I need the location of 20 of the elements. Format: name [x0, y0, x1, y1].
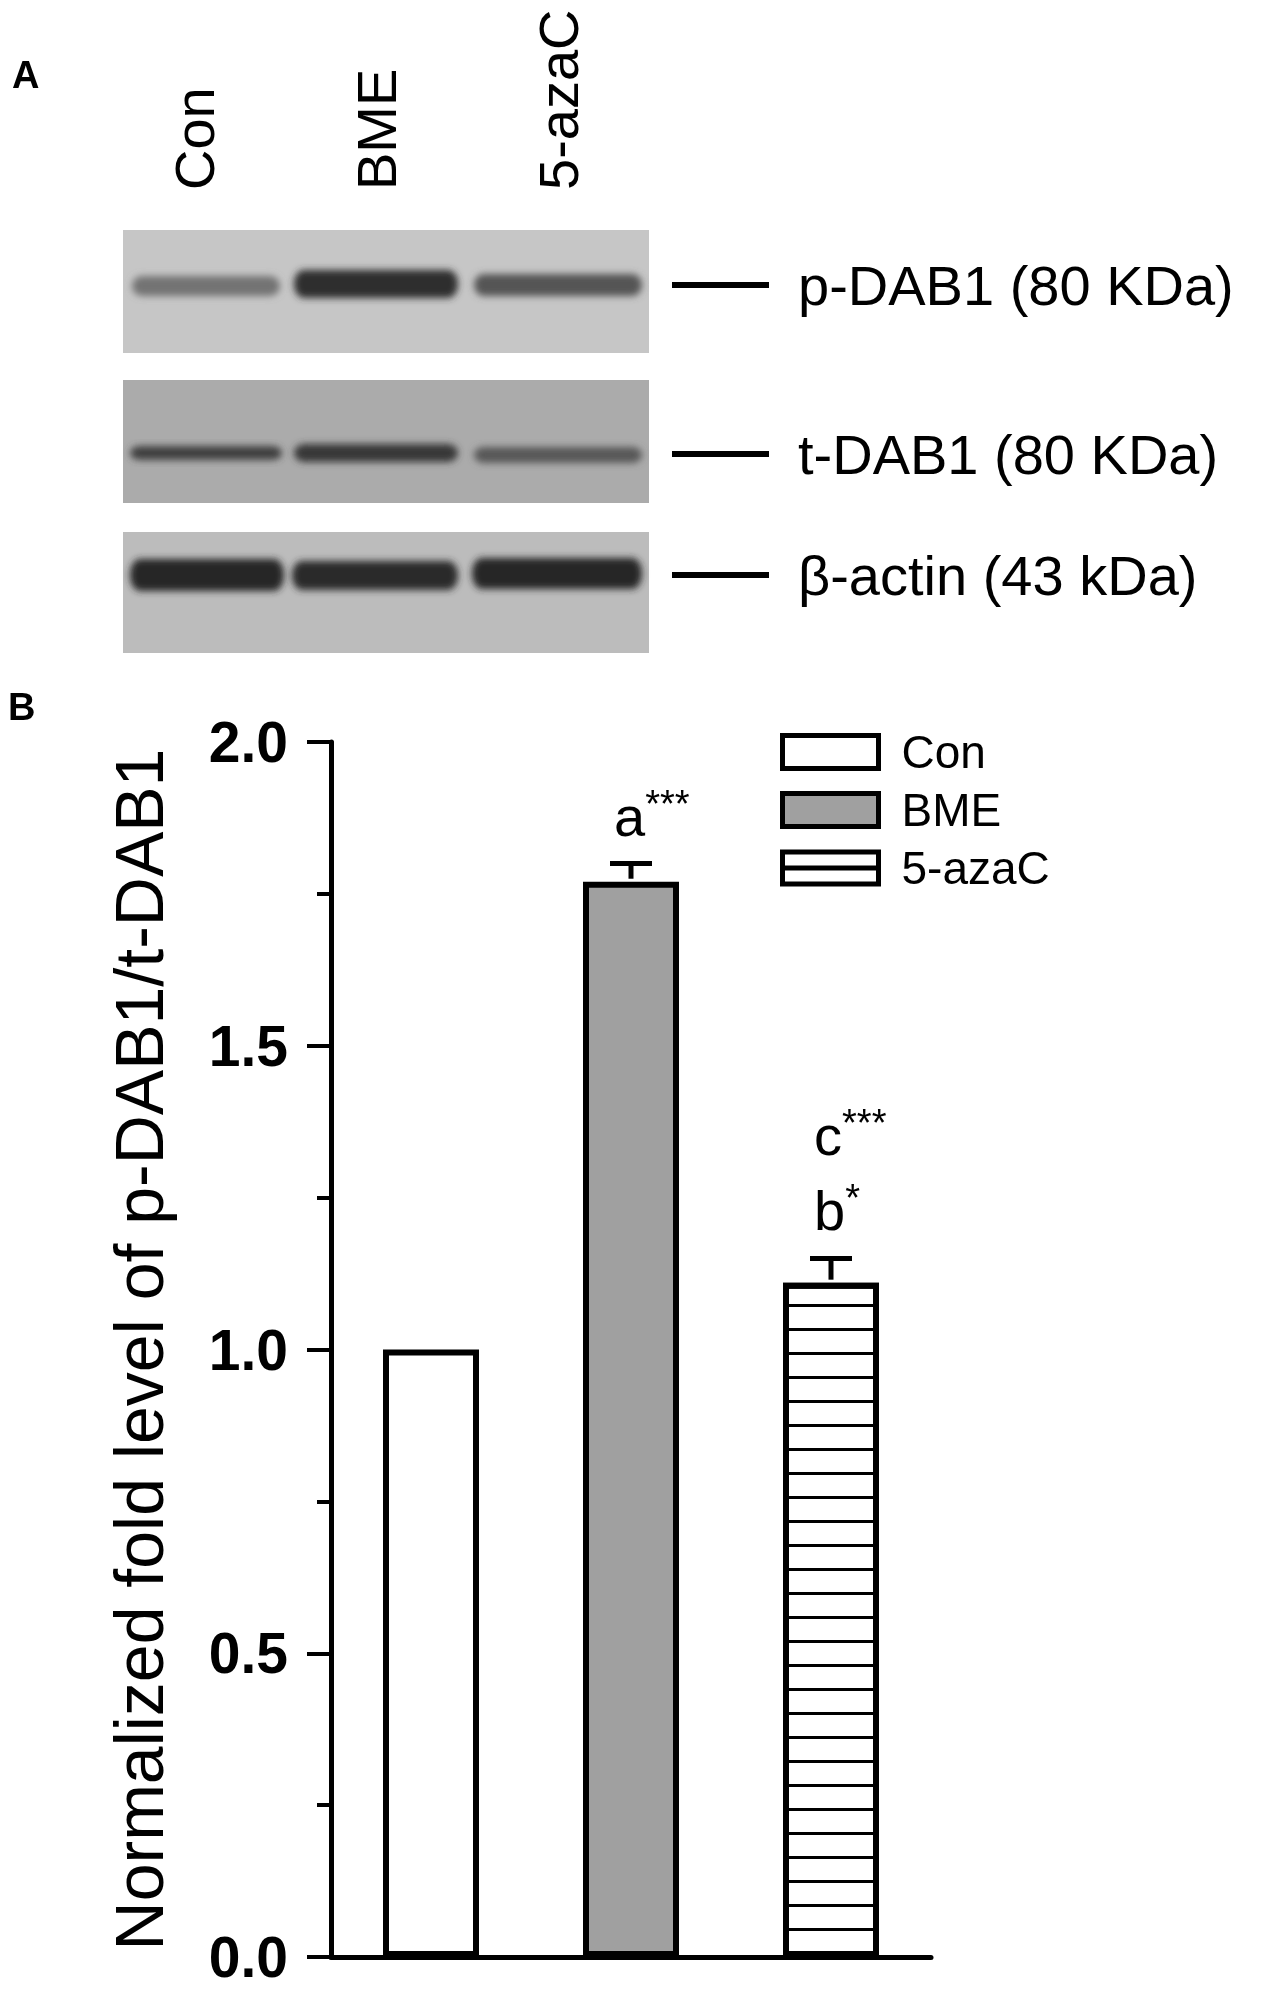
text: 5-azaC [527, 9, 590, 190]
text: BME [345, 68, 408, 190]
text: p-DAB1 (80 KDa) [798, 253, 1234, 317]
y-tick-label: 0.0 [208, 1925, 288, 1989]
text: A [12, 54, 40, 96]
text: Con [163, 87, 226, 190]
legend-label: Con [901, 726, 986, 778]
annotation: b$^{*}$ [814, 1177, 860, 1243]
legend-label: 5-azaC [901, 842, 1050, 894]
text: t-DAB1 (80 KDa) [798, 422, 1219, 486]
text: B [8, 686, 36, 728]
y-tick-label: 2.0 [208, 710, 288, 774]
y-tick-label: 0.5 [208, 1621, 288, 1686]
annotation: c$^{***}$ [814, 1102, 887, 1168]
y-tick-label: 1.0 [208, 1317, 288, 1382]
annotation: a$^{***}$ [614, 782, 690, 848]
y-tick-label: 1.5 [208, 1013, 288, 1078]
y-axis-title: Normalized fold level of p-DAB1/t-DAB1 [101, 748, 177, 1951]
text: β-actin (43 kDa) [798, 543, 1198, 607]
legend-label: BME [901, 784, 1002, 836]
